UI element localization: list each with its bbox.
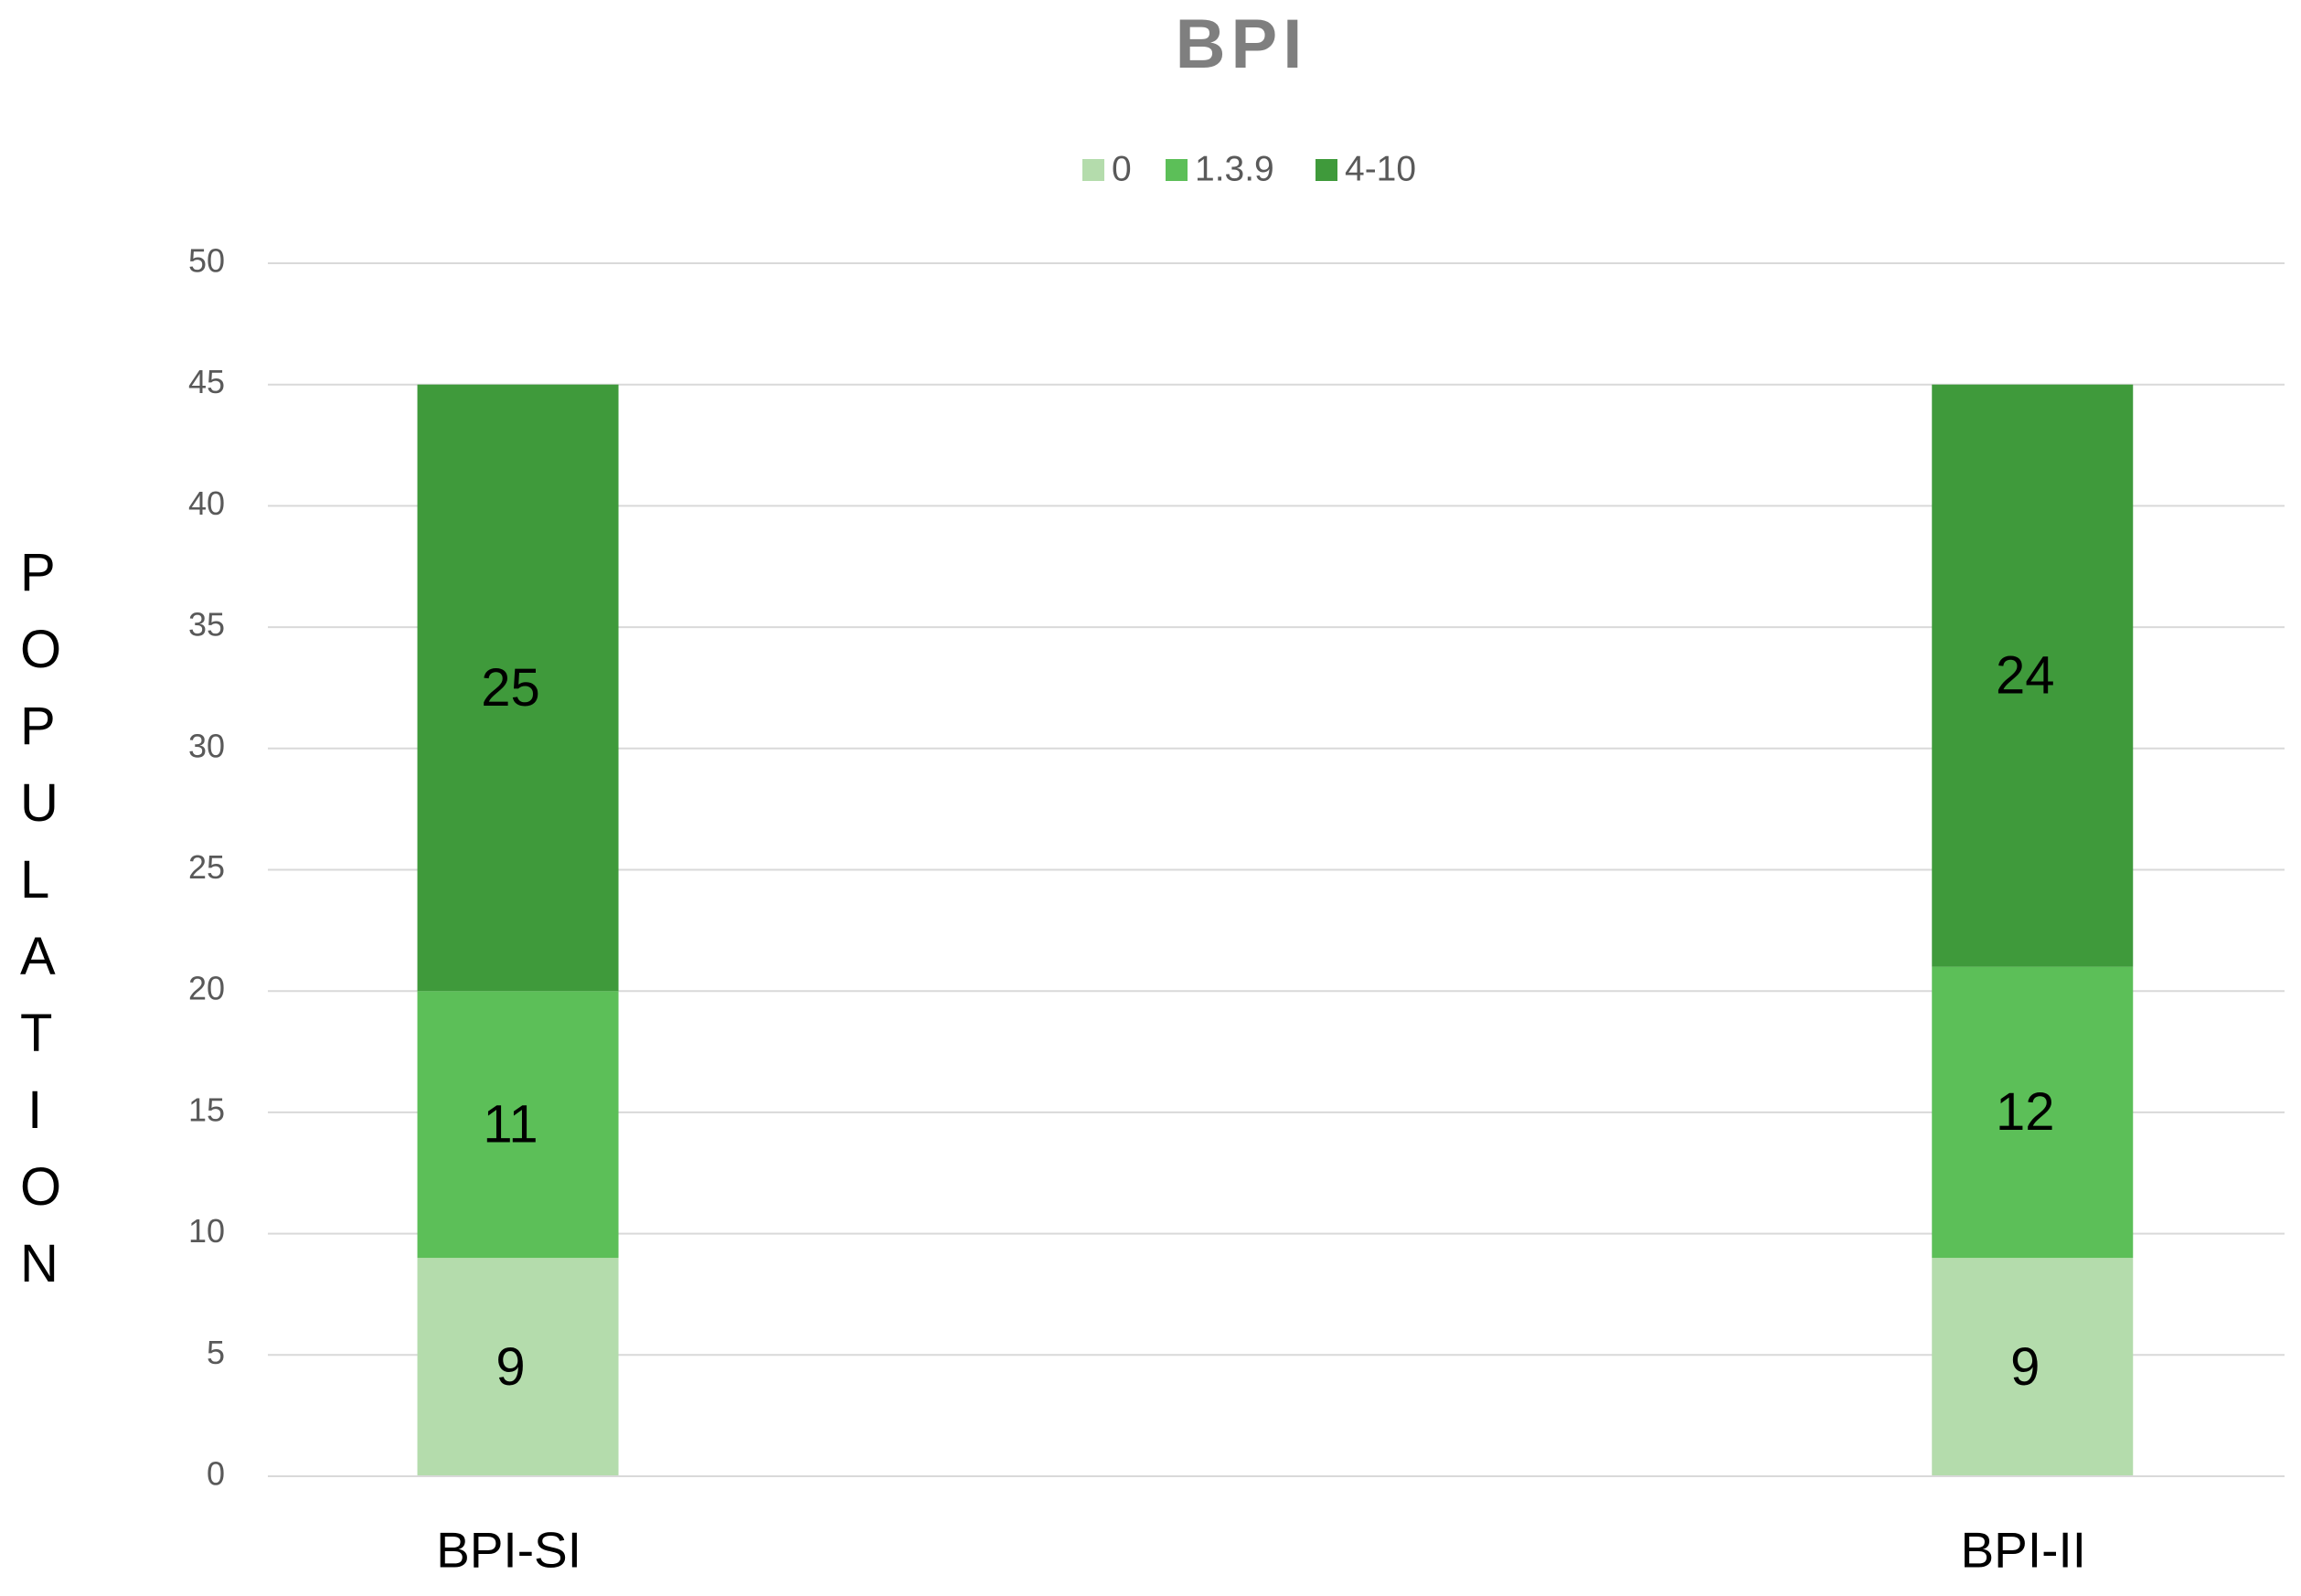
y-tick-label: 40 (188, 484, 225, 522)
data-label: 24 (1996, 646, 2055, 706)
legend-swatch (1316, 159, 1337, 181)
data-label: 25 (481, 658, 540, 718)
data-label: 12 (1996, 1082, 2055, 1142)
bar-segment (417, 384, 619, 992)
y-tick-label: 50 (188, 242, 225, 280)
legend-label: 1.3.9 (1195, 149, 1274, 188)
y-axis-label: POPULATION (20, 543, 62, 1293)
legend-swatch (1166, 159, 1188, 181)
bar-segment (417, 991, 619, 1259)
bar-segment (1932, 1258, 2134, 1476)
y-tick-label: 30 (188, 727, 225, 764)
y-tick-label: 15 (188, 1091, 225, 1128)
y-tick-label: 45 (188, 363, 225, 400)
y-tick-label: 25 (188, 848, 225, 886)
legend-swatch (1082, 159, 1104, 181)
y-tick-label: 20 (188, 970, 225, 1007)
x-tick-label: BPI-II (1960, 1522, 2086, 1579)
y-tick-label: 10 (188, 1212, 225, 1250)
y-tick-label: 0 (207, 1455, 225, 1493)
y-tick-label: 5 (207, 1334, 225, 1371)
chart-title: BPI (1176, 5, 1308, 83)
y-tick-label: 35 (188, 606, 225, 644)
x-tick-label: BPI-SI (436, 1522, 581, 1579)
bar-segment (1932, 384, 2134, 967)
data-label: 9 (2010, 1337, 2040, 1397)
legend-label: 0 (1112, 149, 1132, 188)
legend-label: 4-10 (1345, 149, 1416, 188)
data-label: 11 (483, 1094, 538, 1154)
bar-segment (417, 1258, 619, 1476)
bar-segment (1932, 966, 2134, 1259)
data-label: 9 (495, 1337, 525, 1397)
